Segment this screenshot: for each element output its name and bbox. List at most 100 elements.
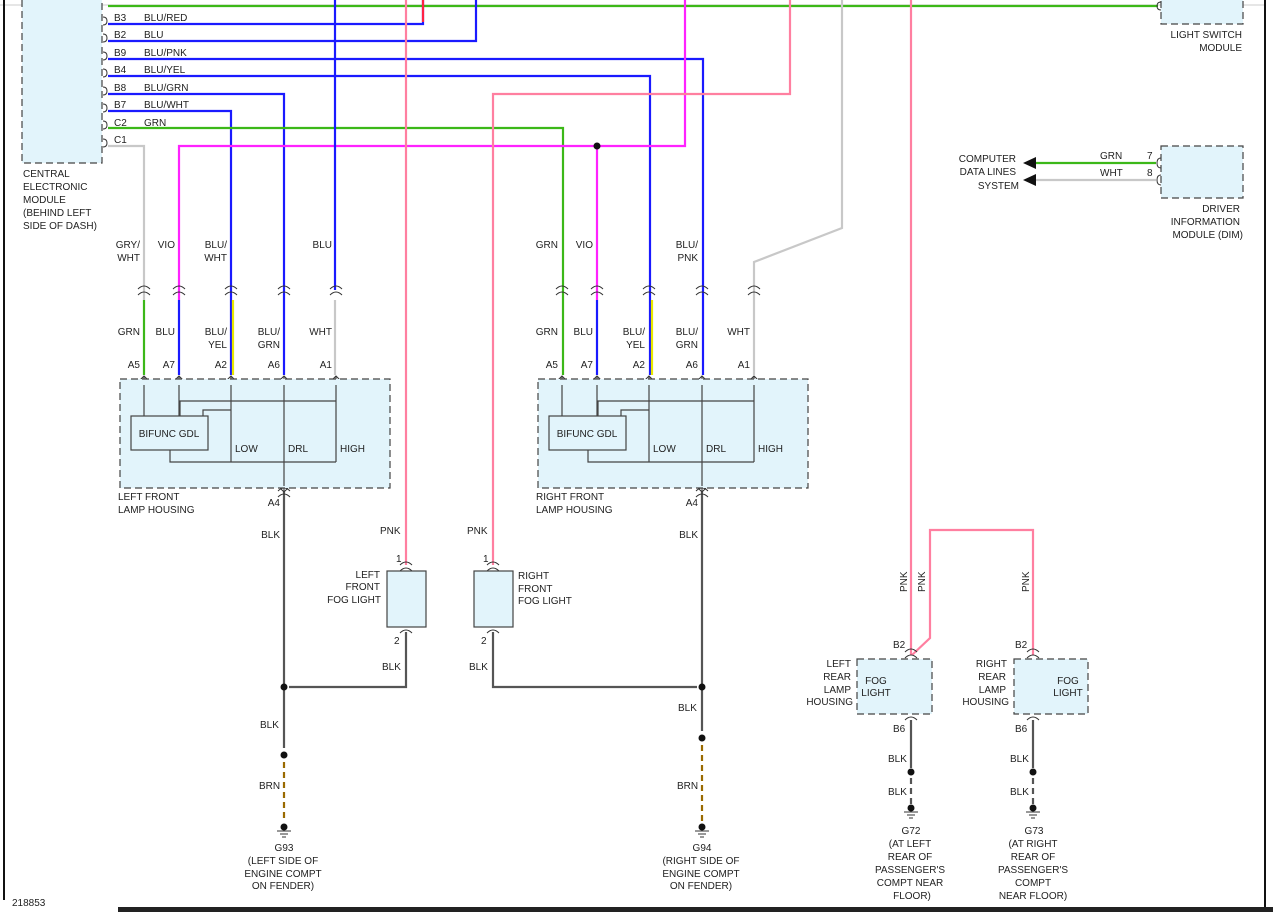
ground-name: (AT RIGHT: [1008, 839, 1057, 850]
ground-name: (RIGHT SIDE OF: [662, 856, 739, 867]
wire-label: BLU: [144, 30, 163, 41]
right-rear-lamp-housing: RIGHT REAR LAMP HOUSING FOG LIGHT B2 B6 …: [962, 571, 1089, 902]
housing-box: [1013, 658, 1089, 715]
bulb-label: HIGH: [340, 444, 365, 455]
driver-information-module: [1160, 145, 1244, 199]
right-front-lamp-housing: GRN GRN A5 VIO BLU A7 BLU/YEL A2 BLU/PNK BLU/GRN A…: [536, 240, 809, 541]
ground-dot: [907, 804, 915, 812]
wire-label: BLK: [1010, 787, 1029, 798]
connector-icon: [486, 561, 500, 572]
wire-blk-left: [282, 492, 408, 748]
bulb-label: LOW: [235, 444, 258, 455]
splice-dot: [1029, 768, 1037, 776]
wire-label: GRN: [118, 327, 140, 338]
wire-blu-pnk: [108, 57, 705, 375]
pin-label: A7: [581, 360, 594, 371]
fog-light-box: [473, 570, 514, 628]
ground-name: (LEFT SIDE OF: [248, 856, 318, 867]
housing-name: LAMP: [979, 685, 1007, 696]
housing-name: LAMP HOUSING: [536, 505, 613, 516]
module-name: SIDE OF DASH): [23, 221, 97, 232]
splice-dot: [698, 683, 706, 691]
ground-dot: [1029, 804, 1037, 812]
pin-label: 7: [1147, 151, 1153, 162]
pin-label: B3: [114, 13, 127, 24]
pin-label: A7: [163, 360, 176, 371]
wire-label: GRN: [536, 327, 558, 338]
housing-name: HOUSING: [806, 697, 853, 708]
ground-g93: BLK BRN G93 (LEFT SIDE OF ENGINE COMPT O…: [244, 720, 321, 892]
wire-label: WHT: [1100, 168, 1123, 179]
connector-icon: [555, 285, 569, 296]
pin-label: A5: [128, 360, 141, 371]
connector-icon: [1156, 174, 1162, 186]
ground-name: COMPT: [1015, 878, 1051, 889]
connector-icon: [1156, 1, 1162, 11]
housing-name: REAR: [823, 672, 851, 683]
wire-label: BLU/: [623, 327, 645, 338]
module-name: ELECTRONIC: [23, 182, 87, 193]
module-name: CENTRAL: [23, 169, 70, 180]
wire-wht-right: [752, 0, 844, 375]
wire-label: BLK: [469, 662, 488, 673]
wire-blu-grn: [108, 92, 286, 375]
wire-blu-wht: [108, 109, 233, 375]
connector-icon: [102, 103, 108, 113]
ground-icon: [1026, 811, 1040, 819]
pin-label: C2: [114, 118, 127, 129]
ground-dot: [280, 823, 288, 831]
housing-name: RIGHT FRONT: [536, 492, 604, 503]
pin-label: A6: [686, 360, 699, 371]
light-switch-name: LIGHT SWITCH MODULE: [1171, 30, 1243, 54]
wire-label: BLU/: [205, 240, 227, 251]
wire-label: YEL: [626, 340, 645, 351]
wire-label: BRN: [677, 781, 698, 792]
wire-blk-rear-dash: [909, 778, 1035, 805]
wire-label: BLU: [574, 327, 593, 338]
housing-name: LAMP: [824, 685, 852, 696]
connector-icon: [172, 285, 186, 296]
left-front-lamp-housing: GRY/WHT GRN A5 VIO BLU A7 BLU/WHT BLU/YEL A2 BLU/…: [116, 240, 391, 541]
housing-box: [119, 378, 391, 489]
component-name: RIGHT: [518, 571, 549, 582]
wire-label: PNK: [677, 253, 698, 264]
wire-label: PNK: [467, 526, 488, 537]
ground-name: G72: [902, 826, 921, 837]
splice-dot: [907, 768, 915, 776]
connector-icon: [102, 138, 108, 148]
component-name: FOG LIGHT: [518, 596, 572, 607]
wire-label: BLU/PNK: [144, 48, 187, 59]
splice-dot: [698, 734, 706, 742]
ground-name: ENGINE COMPT: [244, 869, 321, 880]
destination-label: DATA LINES: [960, 167, 1017, 178]
connector-icon: [102, 51, 108, 61]
wire-label: PNK: [1021, 571, 1032, 592]
pin-label: B2: [114, 30, 127, 41]
wire-label: GRN: [676, 340, 698, 351]
wire-label: GRN: [144, 118, 166, 129]
module-name: DRIVER: [1202, 204, 1240, 215]
pin-label: A1: [738, 360, 751, 371]
connector-icon: [102, 86, 108, 96]
housing-name: HOUSING: [962, 697, 1009, 708]
ground-name: G73: [1025, 826, 1044, 837]
housing-name: LAMP HOUSING: [118, 505, 195, 516]
internal-wiring: [143, 385, 337, 486]
pin-label: 1: [396, 554, 402, 565]
internal-wiring: [561, 385, 755, 486]
housing-name: LEFT: [827, 659, 851, 670]
wire-yel-stripe: [231, 300, 654, 375]
ground-g94: BLK BRN G94 (RIGHT SIDE OF ENGINE COMPT …: [662, 703, 739, 892]
splice-dot: [593, 142, 601, 150]
wire-label: BLU/: [205, 327, 227, 338]
wire-label: BLU/: [676, 240, 698, 251]
wire-label: PNK: [380, 526, 401, 537]
light-switch-module: [1160, 0, 1244, 25]
wire-label: PNK: [899, 571, 910, 592]
ground-name: REAR OF: [888, 852, 932, 863]
wire-pnk-rear-branch: [911, 528, 1035, 656]
bulb-label: DRL: [706, 444, 726, 455]
lamp-name: LIGHT: [1053, 688, 1082, 699]
ground-dot: [698, 823, 706, 831]
wire-label: BLK: [261, 530, 280, 541]
